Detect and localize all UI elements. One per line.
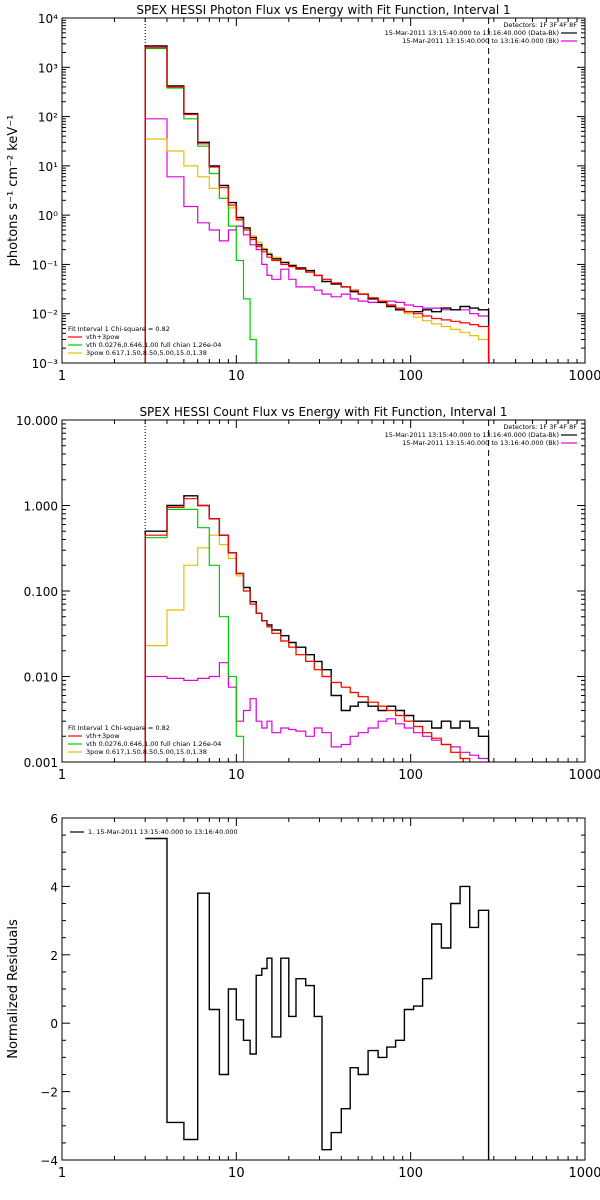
chart-panel-2: SPEX HESSI Count Flux vs Energy with Fit… — [16, 405, 600, 783]
series-data-bk — [144, 45, 490, 363]
chart-title: SPEX HESSI Count Flux vs Energy with Fit… — [139, 405, 507, 419]
legend-top-entry: 15-Mar-2011 13:15:40.000 to 13:16:40.000… — [385, 29, 559, 37]
plot-frame — [61, 17, 586, 364]
x-tick-label: 10 — [228, 1166, 245, 1181]
y-tick-label: 10¹ — [38, 160, 58, 174]
y-tick-label: 6 — [50, 812, 58, 826]
series-vth — [144, 47, 263, 363]
legend-top-entry: Detectors: 1F 3F 4F 8F — [503, 21, 577, 29]
x-tick-label: 1000 — [568, 1166, 600, 1181]
x-tick-label: 100 — [398, 768, 423, 783]
y-tick-label: 10⁴ — [38, 12, 58, 26]
x-tick-label: 100 — [398, 1166, 423, 1181]
series-vth-3pow — [144, 47, 490, 363]
y-tick-label: 10.000 — [16, 414, 58, 428]
x-tick-label: 1000 — [568, 369, 600, 384]
legend-fit-entry: vth 0.0276,0.646,1.00 full chian 1.26e-0… — [86, 341, 221, 349]
y-tick-label: 10⁰ — [38, 209, 58, 223]
x-tick-label: 1000 — [568, 768, 600, 783]
legend-fit-entry: vth+3pow — [86, 732, 120, 740]
y-axis-label: Normalized Residuals — [6, 919, 21, 1059]
y-tick-label: 10⁻¹ — [32, 258, 59, 272]
x-tick-label: 1 — [58, 1166, 66, 1181]
plot-frame — [61, 419, 586, 763]
series-data-bk — [144, 495, 490, 762]
y-tick-label: 10⁻³ — [32, 357, 59, 371]
y-tick-label: 2 — [50, 949, 58, 963]
legend-interval-entry: 1. 15-Mar-2011 13:15:40.000 to 13:16:40.… — [88, 828, 238, 836]
series-3pow — [144, 138, 490, 363]
series-vth-3pow — [144, 498, 490, 762]
y-tick-label: 0.001 — [24, 756, 58, 770]
series-residuals — [145, 837, 490, 1160]
chart-panel-3: 1 10 100 1000 −4 −2 0 2 4 6 Normalized Residuals 1.… — [6, 812, 600, 1181]
y-tick-label: 10³ — [38, 61, 58, 75]
y-tick-label: 1.000 — [24, 500, 58, 514]
legend-fit-entry: vth 0.0276,0.646,1.00 full chian 1.26e-0… — [86, 740, 221, 748]
legend-top-entry: Detectors: 1F 3F 4F 8F — [503, 423, 577, 431]
legend-fit-title: Fit Interval 1 Chi-square = 0.82 — [68, 724, 170, 732]
series-bk — [144, 118, 490, 363]
y-tick-label: −4 — [40, 1154, 58, 1168]
y-tick-label: 0.100 — [24, 585, 58, 599]
legend-top-entry: 15-Mar-2011 13:15:40.000 to 13:16:40.000… — [402, 439, 559, 447]
x-tick-label: 10 — [228, 369, 245, 384]
legend-fit-title: Fit Interval 1 Chi-square = 0.82 — [68, 325, 170, 333]
x-tick-label: 1 — [58, 369, 66, 384]
legend-fit-entry: 3pow 0.617,1.50,8.50,5.00,15.0,1.38 — [86, 748, 207, 756]
chart-title: SPEX HESSI Photon Flux vs Energy with Fi… — [136, 3, 510, 17]
y-tick-label: −2 — [40, 1086, 58, 1100]
y-tick-label: 4 — [50, 880, 58, 894]
y-axis-label: photons s⁻¹ cm⁻² keV⁻¹ — [6, 115, 21, 267]
chart-panel-1: SPEX HESSI Photon Flux vs Energy with Fi… — [6, 3, 600, 384]
y-tick-label: 0 — [50, 1017, 58, 1031]
x-tick-label: 10 — [228, 768, 245, 783]
legend-fit-entry: vth+3pow — [86, 333, 120, 341]
x-tick-label: 100 — [398, 369, 423, 384]
y-tick-label: 10² — [38, 111, 58, 125]
legend-top-entry: 15-Mar-2011 13:15:40.000 to 13:16:40.000… — [402, 37, 559, 45]
plot-frame — [61, 817, 586, 1161]
legend-fit-entry: 3pow 0.617,1.50,8.50,5.00,15.0,1.38 — [86, 349, 207, 357]
y-tick-label: 10⁻² — [32, 308, 59, 322]
x-tick-label: 1 — [58, 768, 66, 783]
y-tick-label: 0.010 — [24, 671, 58, 685]
legend-top-entry: 15-Mar-2011 13:15:40.000 to 13:16:40.000… — [385, 431, 559, 439]
